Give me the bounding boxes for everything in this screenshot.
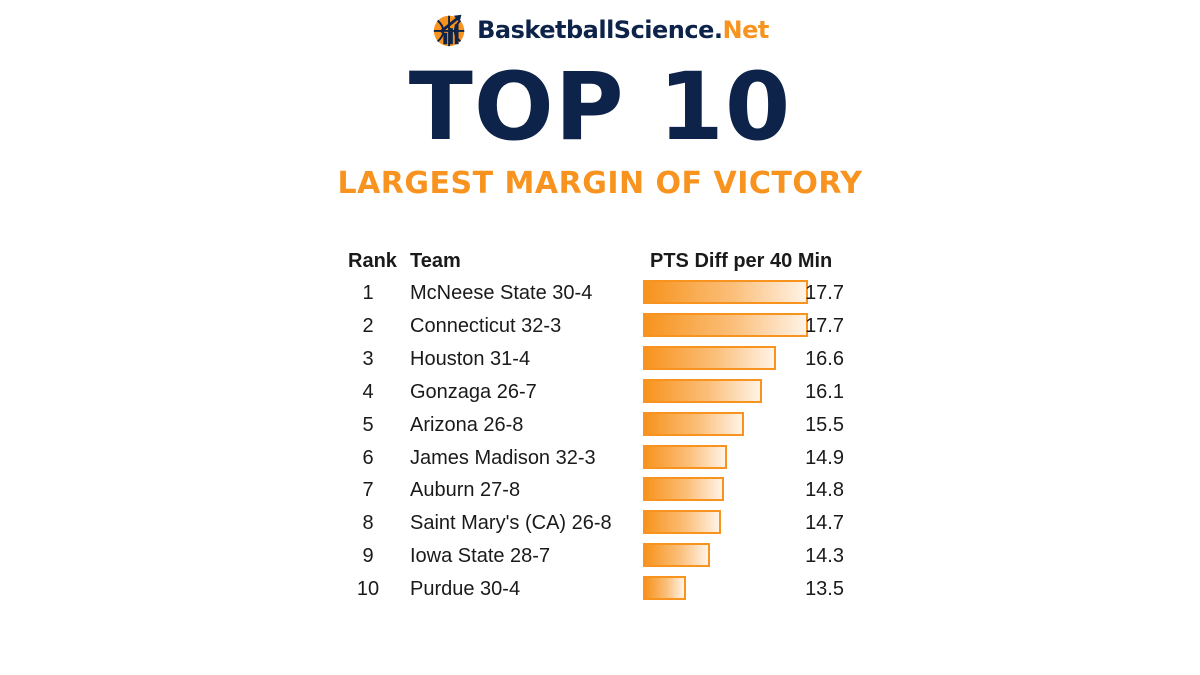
value-label: 15.5 <box>805 414 844 436</box>
value-label: 13.5 <box>805 578 844 600</box>
data-bar <box>643 445 727 469</box>
value-label: 14.8 <box>805 479 844 501</box>
brand-name-main: BasketballScience. <box>477 16 723 44</box>
team-label: James Madison 32-3 <box>410 447 596 469</box>
data-bar <box>643 379 762 403</box>
rank-label: 3 <box>362 348 374 370</box>
data-bar <box>643 543 710 567</box>
team-label: Gonzaga 26-7 <box>410 381 537 403</box>
team-label: Iowa State 28-7 <box>410 545 551 567</box>
value-label: 17.7 <box>805 315 844 337</box>
value-label: 16.6 <box>805 348 844 370</box>
data-bar <box>643 346 777 370</box>
rank-label: 10 <box>356 578 380 600</box>
data-bar <box>643 510 722 534</box>
brand-name: BasketballScience.Net <box>477 16 769 44</box>
rank-label: 2 <box>362 315 374 337</box>
rank-label: 8 <box>362 512 374 534</box>
chart-title: LARGEST MARGIN OF VICTORY <box>337 166 863 201</box>
brand-header: BasketballScience.Net <box>0 10 1200 50</box>
rank-label: 4 <box>362 381 374 403</box>
data-bar <box>643 313 808 337</box>
data-bar <box>643 280 808 304</box>
column-header-team: Team <box>410 250 461 272</box>
rank-label: 1 <box>362 282 374 304</box>
team-label: Arizona 26-8 <box>410 414 524 436</box>
data-bar <box>643 412 745 436</box>
team-label: Connecticut 32-3 <box>410 315 562 337</box>
team-label: Houston 31-4 <box>410 348 531 370</box>
value-label: 16.1 <box>805 381 844 403</box>
basketball-chart-icon <box>433 14 465 47</box>
data-bar <box>643 576 687 600</box>
team-label: Auburn 27-8 <box>410 479 521 501</box>
value-label: 17.7 <box>805 282 844 304</box>
team-label: Saint Mary's (CA) 26-8 <box>410 512 612 534</box>
headline: TOP 10 <box>408 53 792 162</box>
rank-label: 5 <box>362 414 374 436</box>
team-label: Purdue 30-4 <box>410 578 521 600</box>
team-label: McNeese State 30-4 <box>410 282 593 304</box>
value-label: 14.9 <box>805 447 844 469</box>
brand-name-suffix: Net <box>722 16 770 44</box>
value-label: 14.3 <box>805 545 844 567</box>
rank-label: 6 <box>362 447 374 469</box>
column-header-metric: PTS Diff per 40 Min <box>650 250 833 272</box>
rank-label: 7 <box>362 479 374 501</box>
data-bar <box>643 477 725 501</box>
value-label: 14.7 <box>805 512 844 534</box>
column-header-rank: Rank <box>348 250 397 272</box>
rank-label: 9 <box>362 545 374 567</box>
